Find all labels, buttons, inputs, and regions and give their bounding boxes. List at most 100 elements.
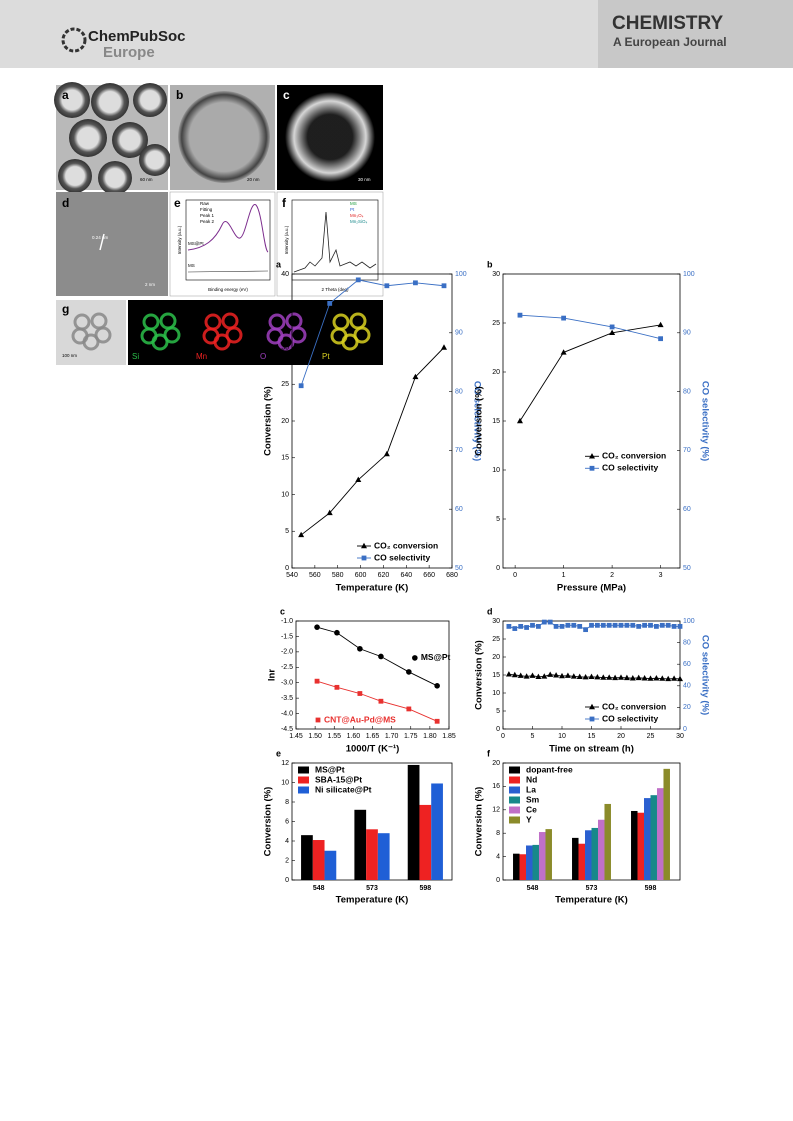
y2-tick-label: 70 bbox=[683, 447, 691, 454]
y-tick-label: 12 bbox=[492, 807, 500, 814]
marker bbox=[612, 622, 618, 628]
marker bbox=[406, 706, 412, 712]
y2-tick-label: 40 bbox=[683, 683, 691, 690]
marker bbox=[434, 683, 440, 689]
marker bbox=[665, 675, 672, 682]
marker bbox=[530, 622, 535, 628]
y-tick-label: 25 bbox=[281, 381, 289, 388]
y2-tick-label: 80 bbox=[455, 388, 463, 395]
panel-label: c bbox=[280, 606, 285, 616]
y-tick-label: 20 bbox=[492, 369, 500, 376]
marker bbox=[547, 671, 554, 677]
marker bbox=[658, 336, 664, 342]
particle bbox=[94, 326, 112, 344]
x-tick-label: 2 bbox=[610, 572, 614, 579]
x-tick-label: 1 bbox=[562, 572, 566, 579]
y-tick-label: -3.5 bbox=[281, 695, 293, 702]
legend-swatch bbox=[509, 816, 520, 824]
marker bbox=[441, 344, 447, 350]
y-tick-label: 20 bbox=[492, 760, 500, 767]
y2-tick-label: 100 bbox=[683, 618, 695, 625]
x-tick-label: 560 bbox=[309, 572, 321, 579]
lattice-spacing: 0.24 nm bbox=[92, 235, 109, 240]
marker bbox=[600, 622, 606, 628]
legend-swatch bbox=[509, 766, 520, 774]
bar bbox=[604, 803, 611, 880]
legend-swatch bbox=[509, 806, 520, 814]
y-tick-label: 0 bbox=[496, 565, 500, 572]
legend-text: SBA-15@Pt bbox=[315, 774, 362, 784]
y2-tick-label: 60 bbox=[683, 661, 691, 668]
marker bbox=[553, 624, 559, 629]
panel-label: a bbox=[276, 259, 282, 269]
marker bbox=[612, 674, 619, 681]
bar bbox=[324, 850, 337, 880]
legend-swatch bbox=[298, 786, 309, 794]
bar bbox=[519, 854, 527, 880]
bar bbox=[354, 809, 367, 880]
marker bbox=[334, 629, 340, 636]
marker bbox=[413, 280, 418, 286]
legend-text: dopant-free bbox=[526, 764, 573, 774]
y-tick-label: 0 bbox=[285, 565, 289, 572]
plot-frame bbox=[502, 273, 681, 569]
marker bbox=[298, 531, 305, 538]
plot-frame bbox=[295, 620, 450, 730]
y-axis-label: Conversion (%) bbox=[263, 386, 274, 456]
marker bbox=[609, 329, 616, 335]
y-tick-label: 20 bbox=[492, 654, 500, 661]
series-line bbox=[519, 314, 661, 340]
y2-tick-label: 80 bbox=[683, 388, 691, 395]
y-tick-label: -2.0 bbox=[281, 649, 293, 656]
y-tick-label: -2.5 bbox=[281, 664, 293, 671]
x-axis-label: Temperature (K) bbox=[555, 895, 628, 906]
marker bbox=[589, 465, 595, 471]
marker bbox=[529, 672, 536, 678]
particle bbox=[330, 327, 348, 345]
legend-text: CO selectivity bbox=[602, 713, 658, 723]
y-tick-label: 10 bbox=[281, 491, 289, 498]
y-tick-label: 5 bbox=[285, 528, 289, 535]
y2-tick-label: 60 bbox=[455, 506, 463, 513]
plot-frame bbox=[291, 273, 453, 569]
y-tick-label: 16 bbox=[492, 783, 500, 790]
marker bbox=[506, 624, 512, 629]
bar bbox=[301, 835, 313, 880]
bar bbox=[377, 833, 390, 880]
marker bbox=[583, 627, 588, 633]
series-label: CNT@Au-Pd@MS bbox=[324, 714, 396, 724]
y-tick-label: 25 bbox=[492, 636, 500, 643]
y-tick-label: 0 bbox=[496, 877, 500, 884]
x-tick-label: 5 bbox=[531, 733, 535, 740]
x-tick-label: 0 bbox=[501, 733, 505, 740]
legend-text: CO₂ conversion bbox=[374, 540, 438, 550]
marker bbox=[635, 674, 642, 681]
legend-swatch bbox=[509, 776, 520, 784]
y2-axis-label: CO selectivity (%) bbox=[699, 635, 710, 715]
marker bbox=[665, 622, 671, 628]
marker bbox=[512, 626, 518, 631]
bar bbox=[650, 795, 657, 880]
y-tick-label: 8 bbox=[496, 830, 500, 837]
y-tick-label: 15 bbox=[281, 455, 289, 462]
y-tick-label: -3.0 bbox=[281, 680, 293, 687]
bar bbox=[538, 832, 546, 880]
series-line bbox=[316, 626, 438, 687]
legend-text: Ni silicate@Pt bbox=[315, 784, 372, 794]
bar bbox=[585, 830, 592, 880]
y2-tick-label: 90 bbox=[455, 330, 463, 337]
marker bbox=[618, 622, 624, 628]
panel-label: d bbox=[487, 606, 493, 616]
panel-label: d bbox=[62, 196, 69, 210]
y-tick-label: 30 bbox=[492, 618, 500, 625]
marker bbox=[355, 476, 362, 482]
marker bbox=[641, 675, 648, 681]
bar bbox=[312, 840, 325, 880]
marker bbox=[636, 624, 642, 629]
bar bbox=[419, 804, 432, 880]
y-tick-label: 8 bbox=[285, 799, 289, 806]
legend-text: Mn₃O₄ bbox=[350, 213, 364, 218]
element-label: O bbox=[260, 352, 266, 361]
panel-label: e bbox=[276, 748, 281, 758]
marker bbox=[606, 674, 613, 680]
